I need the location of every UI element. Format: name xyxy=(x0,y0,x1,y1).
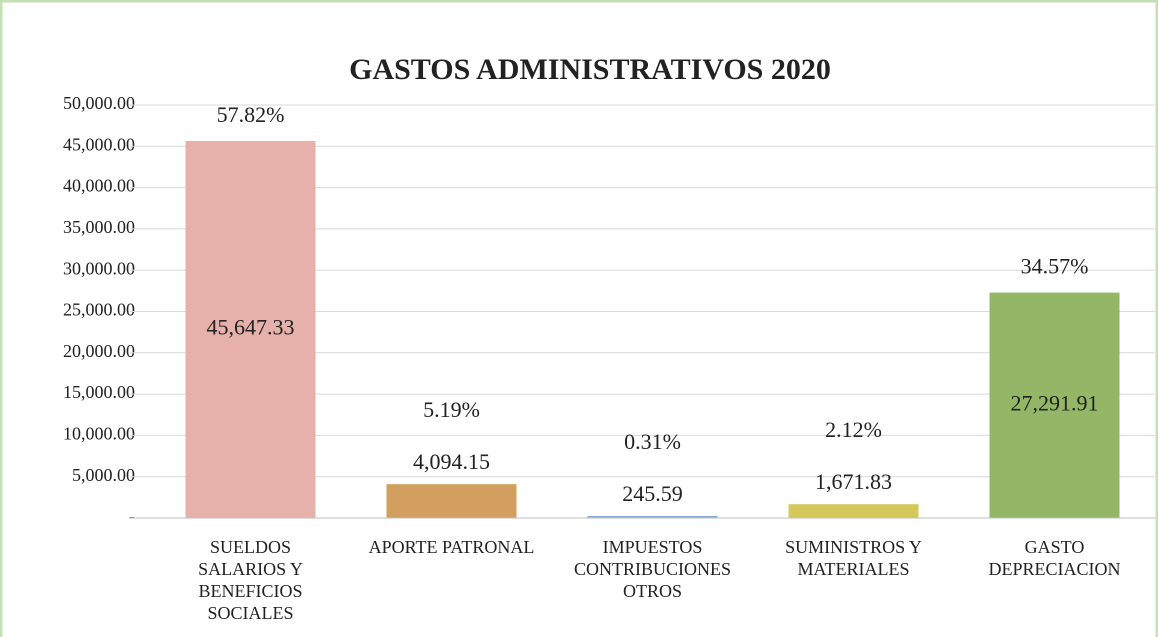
y-tick-label: 45,000.00 xyxy=(63,134,135,154)
value-label: 4,094.15 xyxy=(413,449,490,474)
y-tick-label: 40,000.00 xyxy=(63,176,135,196)
y-tick-label: 30,000.00 xyxy=(63,258,135,278)
x-tick-label: GASTO DEPRECIACION xyxy=(988,537,1121,579)
value-label: 245.59 xyxy=(622,481,683,506)
share-label: 0.31% xyxy=(624,429,681,454)
y-tick-label: 10,000.00 xyxy=(63,424,135,444)
x-tick-label: IMPUESTOS CONTRIBUCIONES OTROS xyxy=(573,537,731,601)
y-tick-label: 20,000.00 xyxy=(63,341,135,361)
x-tick-label: SUMINISTROS Y MATERIALES xyxy=(785,537,922,579)
share-label: 34.57% xyxy=(1021,254,1089,279)
value-label: 45,647.33 xyxy=(207,315,295,340)
value-label: 27,291.91 xyxy=(1011,390,1099,415)
y-tick-label: 15,000.00 xyxy=(63,382,135,402)
bar xyxy=(788,504,919,518)
x-tick-label: APORTE PATRONAL xyxy=(368,537,535,557)
bar xyxy=(386,484,517,518)
y-tick-label: 50,000.00 xyxy=(63,93,135,113)
share-label: 2.12% xyxy=(825,417,882,442)
chart-title: GASTOS ADMINISTRATIVOS 2020 xyxy=(349,53,831,86)
value-label: 1,671.83 xyxy=(815,469,892,494)
share-label: 57.82% xyxy=(217,102,285,127)
y-tick-label: 5,000.00 xyxy=(72,465,135,485)
y-tick-label: 35,000.00 xyxy=(63,217,135,237)
share-label: 5.19% xyxy=(423,397,480,422)
y-tick-label: - xyxy=(129,506,135,526)
x-tick-label: SUELDOS SALARIOS Y BENEFICIOS SOCIALES xyxy=(198,537,303,623)
bar xyxy=(587,515,718,518)
bar xyxy=(989,292,1120,518)
y-tick-label: 25,000.00 xyxy=(63,300,135,320)
bar xyxy=(185,140,316,518)
